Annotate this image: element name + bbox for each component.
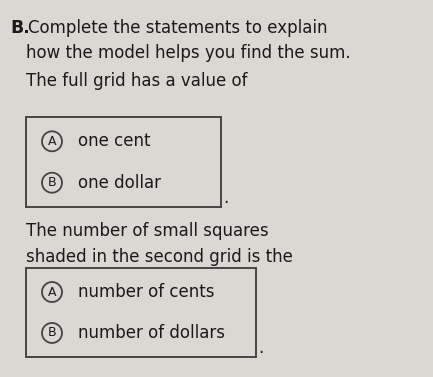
FancyBboxPatch shape [26,117,221,207]
Text: B: B [48,176,56,189]
Text: .: . [223,189,228,207]
Text: number of cents: number of cents [78,283,214,301]
Text: how the model helps you find the sum.: how the model helps you find the sum. [26,44,351,62]
Text: .: . [258,339,263,357]
FancyBboxPatch shape [26,268,256,357]
Text: shaded in the second grid is the: shaded in the second grid is the [26,248,293,266]
Text: A: A [48,135,56,148]
Text: The number of small squares: The number of small squares [26,222,268,240]
Text: B: B [48,326,56,339]
Text: A: A [48,285,56,299]
Text: one dollar: one dollar [78,174,161,192]
Text: one cent: one cent [78,132,151,150]
Text: The full grid has a value of: The full grid has a value of [26,72,248,90]
Text: B.: B. [10,19,30,37]
Text: Complete the statements to explain: Complete the statements to explain [28,19,327,37]
Text: number of dollars: number of dollars [78,324,225,342]
